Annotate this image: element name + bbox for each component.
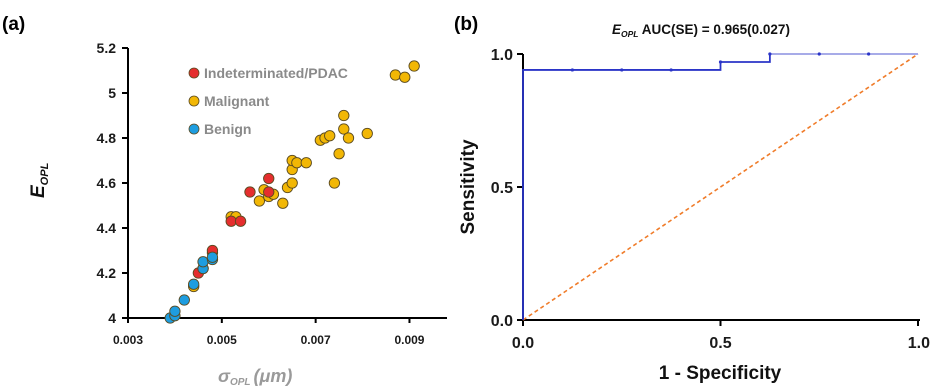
roc-point <box>718 60 723 64</box>
panel-a-y-tick-label: 4.4 <box>97 220 117 236</box>
panel-a-legend: Indeterminated/PDAC Malignant Benign <box>188 65 348 137</box>
panel-b-y-axis-title: Sensitivity <box>458 139 479 234</box>
point-benign <box>178 294 190 306</box>
roc-point <box>817 52 821 56</box>
point-malignant <box>338 123 350 135</box>
roc-curve <box>522 54 771 320</box>
panel-b-title: EOPL AUC(SE) = 0.965(0.027) <box>612 22 790 39</box>
point-malignant <box>291 157 303 169</box>
panel-b-x-ticks: 0.0 0.5 1.0 <box>512 320 930 352</box>
point-benign <box>188 278 200 290</box>
panel-a-x-tick-label: 0.009 <box>394 333 424 347</box>
point-malignant <box>328 177 341 189</box>
point-benign <box>197 256 209 268</box>
panel-a-y-tick-label: 5.2 <box>97 40 117 56</box>
point-malignant <box>286 177 298 189</box>
panel-b-x-tick-label: 1.0 <box>908 335 930 352</box>
point-malignant <box>253 195 266 207</box>
reference-line <box>522 53 919 321</box>
legend-label-malignant: Malignant <box>204 93 270 109</box>
panel-b-label: (b) <box>454 14 478 35</box>
point-malignant <box>389 69 402 81</box>
panel-a-y-axis-title: EOPL <box>28 162 51 198</box>
point-malignant <box>324 130 336 142</box>
point-malignant <box>342 132 355 144</box>
point-malignant <box>300 157 312 169</box>
panel-b-lines <box>522 52 919 321</box>
panel-a-y-tick-label: 4 <box>108 310 116 326</box>
panel-a-x-tick-label: 0.005 <box>207 333 237 347</box>
point-malignant <box>408 60 420 72</box>
roc-point <box>768 52 772 56</box>
panel-a-y-tick-label: 4.2 <box>97 265 117 281</box>
panel-b-y-tick-label: 0.0 <box>491 313 513 330</box>
point-benign <box>206 251 219 263</box>
panel-a-x-axis-title: σOPL (μm) <box>218 366 292 387</box>
panel-a-points <box>164 60 420 324</box>
panel-a: (a) 44.24.44.64.855.2 0.003 0.005 0.007 0.0… <box>2 14 447 387</box>
point-indeterminated-pdac <box>263 172 275 185</box>
roc-point <box>669 68 673 72</box>
panel-a-y-ticks: 4 4.2 4.4 4.6 4.8 5 5.2 <box>97 40 128 326</box>
legend-label-indeterminated-pdac: Indeterminated/PDAC <box>204 65 348 81</box>
panel-a-label: (a) <box>2 14 25 35</box>
point-indeterminated-pdac <box>263 186 275 198</box>
panel-b-x-tick-label: 0.5 <box>709 335 731 352</box>
point-indeterminated-pdac <box>244 186 256 198</box>
legend-marker-benign <box>188 123 200 135</box>
point-indeterminated-pdac <box>234 215 247 227</box>
panel-b-y-ticks: 0.0 0.5 1.0 <box>491 47 523 330</box>
roc-point <box>570 68 574 72</box>
legend-marker-malignant <box>188 95 200 107</box>
panel-b-y-tick-label: 0.5 <box>491 180 513 197</box>
point-malignant <box>333 148 345 160</box>
panel-a-y-tick-label: 5 <box>108 85 116 101</box>
panel-a-x-tick-label: 0.003 <box>113 333 143 347</box>
panel-a-x-ticks: 0.003 0.005 0.007 0.009 <box>113 318 425 347</box>
point-malignant <box>338 109 350 122</box>
panel-b-y-tick-label: 1.0 <box>491 47 513 64</box>
roc-point <box>867 52 871 56</box>
panel-a-y-tick-label: 4.8 <box>97 130 117 146</box>
panel-a-x-tick-label: 0.007 <box>301 333 331 347</box>
point-benign <box>169 305 181 317</box>
panel-b: (b) EOPL AUC(SE) = 0.965(0.027) 0.0 0.5 1.… <box>454 14 930 384</box>
point-malignant <box>361 127 373 140</box>
panel-b-x-tick-label: 0.0 <box>512 335 534 352</box>
legend-label-benign: Benign <box>204 121 251 137</box>
roc-point <box>620 68 624 72</box>
panel-b-x-axis-title: 1 - Specificity <box>659 363 782 384</box>
point-malignant <box>277 197 289 209</box>
point-indeterminated-pdac <box>225 215 237 227</box>
legend-marker-indeterminated-pdac <box>188 67 200 79</box>
panel-a-y-tick-label: 4.6 <box>97 175 117 191</box>
point-malignant <box>399 71 411 83</box>
